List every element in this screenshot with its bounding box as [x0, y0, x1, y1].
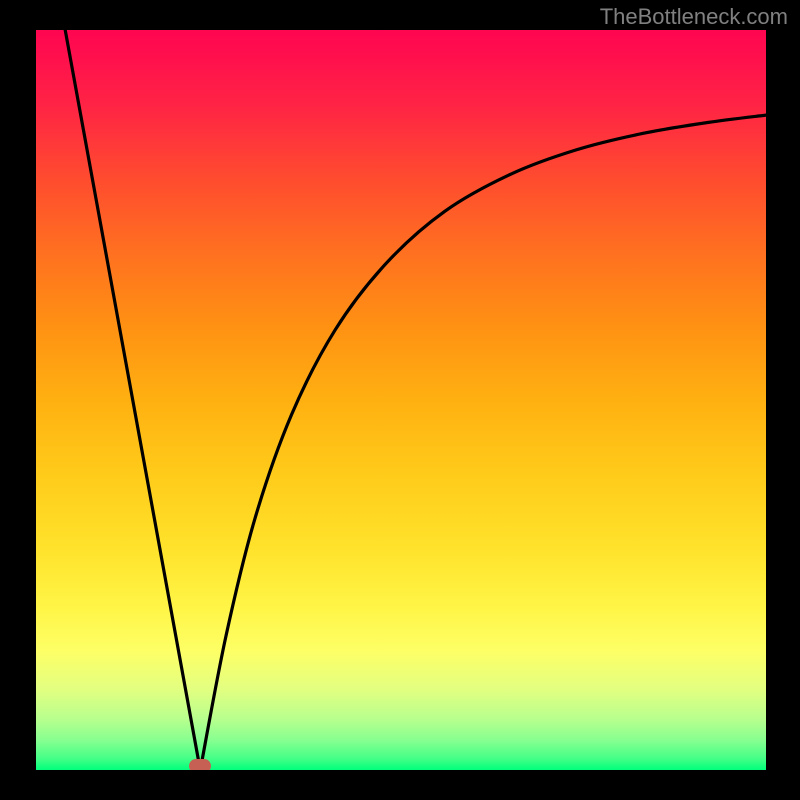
chart-container: TheBottleneck.com	[0, 0, 800, 800]
watermark-text: TheBottleneck.com	[600, 4, 788, 30]
plot-area	[36, 30, 766, 770]
bottleneck-curve	[65, 30, 766, 770]
curve-layer	[36, 30, 766, 770]
minimum-marker	[189, 759, 211, 770]
